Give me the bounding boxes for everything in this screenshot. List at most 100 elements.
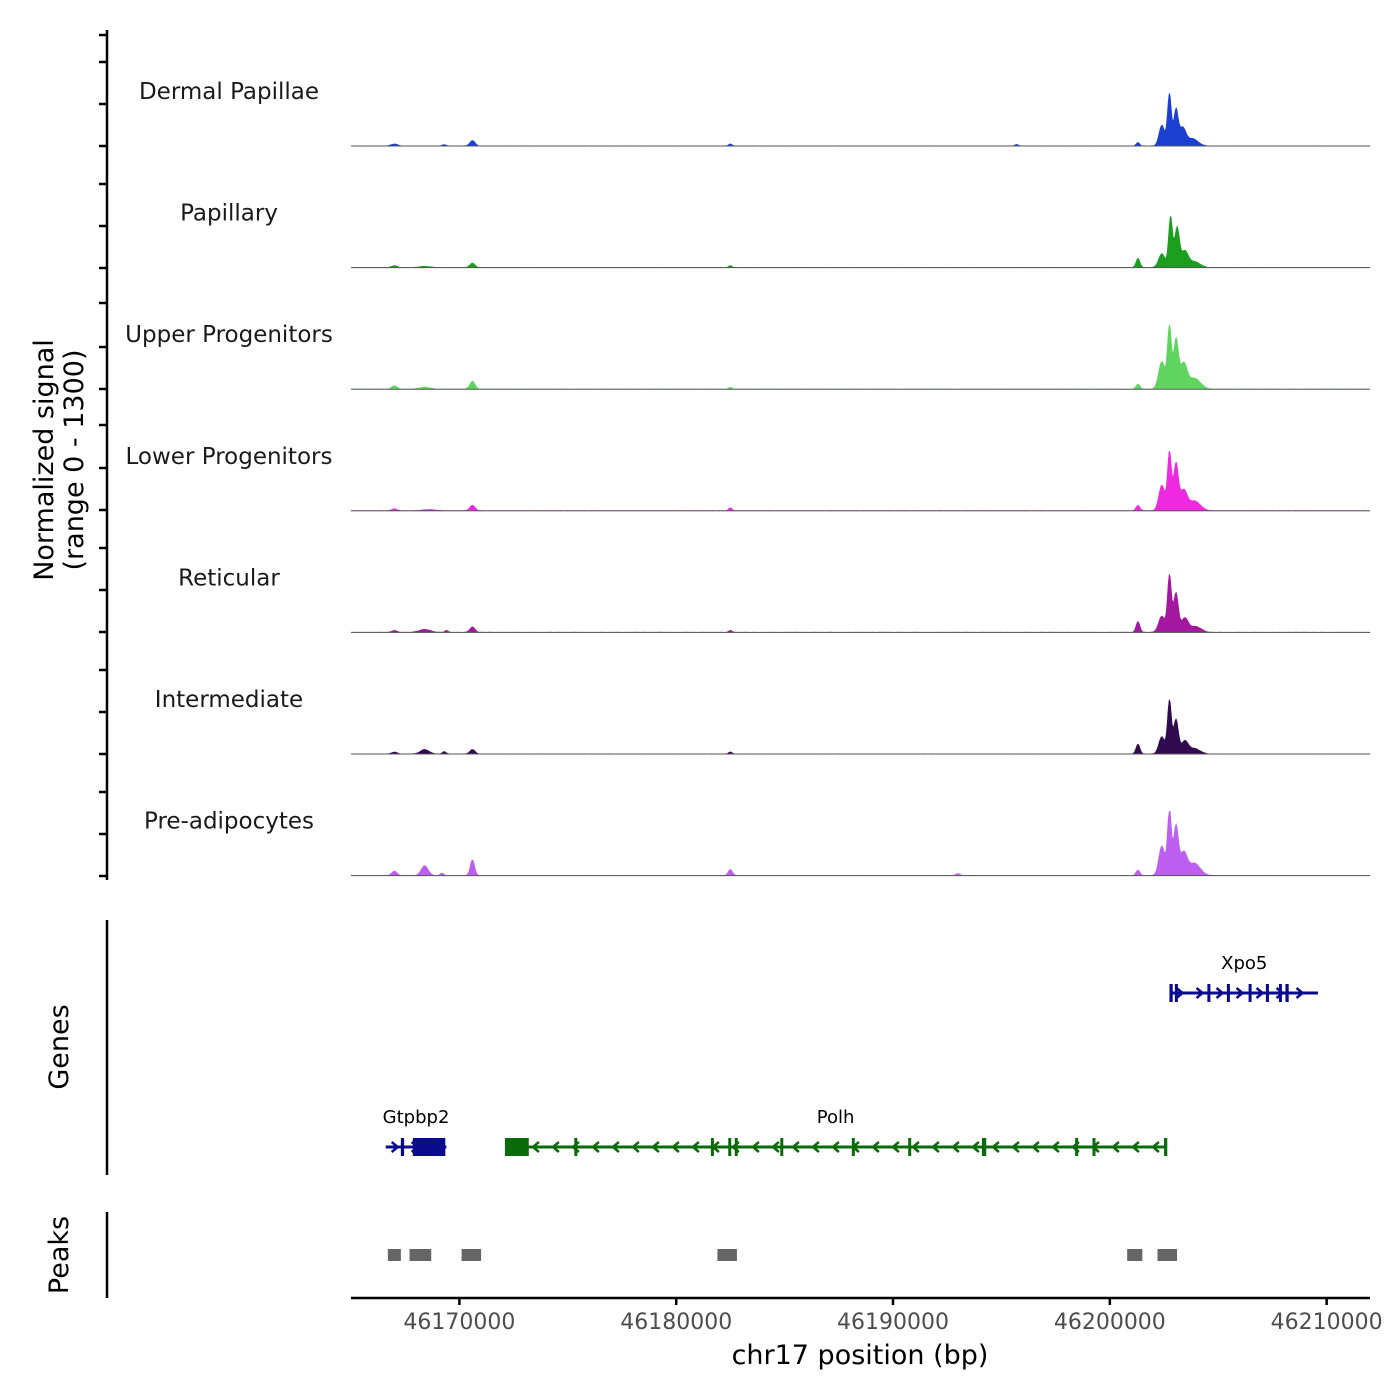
track-label: Pre-adipocytes xyxy=(144,809,314,835)
coverage-area xyxy=(350,450,1371,512)
gene-exon xyxy=(1164,1138,1168,1156)
gene-strand-chevron xyxy=(1195,987,1205,999)
gene-exon xyxy=(574,1138,578,1156)
gene-name-label: Polh xyxy=(817,1107,855,1128)
y-axis-title-group: Normalized signal (range 0 - 1300) xyxy=(29,339,90,581)
peaks-panel-label: Peaks xyxy=(44,1216,75,1294)
gene-strand-chevron xyxy=(610,1141,620,1153)
genes-track: Xpo5 Gtpbp2 Polh xyxy=(383,953,1318,1156)
track-label: Dermal Papillae xyxy=(139,79,319,105)
coverage-y-ticks xyxy=(99,33,107,878)
gene-exon xyxy=(1265,984,1269,1002)
peak-region xyxy=(409,1249,432,1261)
gene-name-label: Gtpbp2 xyxy=(383,1107,450,1128)
peak-region xyxy=(717,1249,737,1261)
gene-exon xyxy=(1174,984,1178,1002)
gene-exon xyxy=(412,1138,446,1156)
gene-strand-chevron xyxy=(1275,987,1285,999)
gene-exon xyxy=(908,1138,912,1156)
gene-strand-chevron xyxy=(1255,987,1265,999)
gene-model: Xpo5 xyxy=(1169,953,1318,1002)
coverage-track: Upper Progenitors xyxy=(125,322,1371,390)
gene-strand-chevron xyxy=(630,1141,640,1153)
gene-strand-chevron xyxy=(990,1141,1000,1153)
peak-region xyxy=(387,1249,401,1261)
track-label: Reticular xyxy=(178,565,280,591)
gene-strand-chevron xyxy=(750,1141,760,1153)
track-label: Papillary xyxy=(180,201,278,227)
gene-exon xyxy=(851,1138,855,1156)
gene-strand-chevron xyxy=(1050,1141,1060,1153)
gene-exon xyxy=(1207,984,1211,1002)
gene-strand-chevron xyxy=(970,1141,980,1153)
gene-exon xyxy=(504,1138,529,1156)
coverage-track: Reticular xyxy=(178,565,1371,633)
track-label: Intermediate xyxy=(155,687,303,713)
coverage-track: Lower Progenitors xyxy=(126,444,1371,512)
gene-strand-chevron xyxy=(870,1141,880,1153)
gene-strand-chevron xyxy=(1295,987,1305,999)
gene-strand-chevron xyxy=(390,1141,400,1153)
gene-exon xyxy=(981,1138,987,1156)
gene-strand-chevron xyxy=(890,1141,900,1153)
gene-strand-chevron xyxy=(550,1141,560,1153)
coverage-area xyxy=(350,699,1371,755)
peaks-track xyxy=(387,1249,1178,1261)
track-label: Upper Progenitors xyxy=(125,322,333,348)
y-axis-title-line2: (range 0 - 1300) xyxy=(59,350,90,571)
x-tick-label: 46180000 xyxy=(620,1310,732,1335)
gene-strand-chevron xyxy=(1110,1141,1120,1153)
gene-strand-chevron xyxy=(790,1141,800,1153)
gene-exon xyxy=(1248,984,1252,1002)
y-axis-title-line1: Normalized signal xyxy=(29,339,60,581)
coverage-area xyxy=(350,811,1371,876)
gene-strand-chevron xyxy=(1215,987,1225,999)
gene-strand-chevron xyxy=(930,1141,940,1153)
gene-strand-chevron xyxy=(1150,1141,1160,1153)
gene-model: Gtpbp2 xyxy=(383,1107,450,1156)
peak-region xyxy=(1127,1249,1143,1261)
gene-exon xyxy=(1285,984,1289,1002)
gene-strand-chevron xyxy=(1010,1141,1020,1153)
gene-strand-chevron xyxy=(530,1141,540,1153)
coverage-area xyxy=(350,93,1371,147)
coverage-area xyxy=(350,574,1371,633)
gene-exon xyxy=(1075,1138,1079,1156)
x-tick-label: 46190000 xyxy=(837,1310,949,1335)
gene-strand-chevron xyxy=(910,1141,920,1153)
gene-strand-chevron xyxy=(770,1141,780,1153)
gene-strand-chevron xyxy=(1235,987,1245,999)
track-label: Lower Progenitors xyxy=(126,444,333,470)
gene-exon xyxy=(728,1138,732,1156)
gene-exon xyxy=(710,1138,714,1156)
gene-exon xyxy=(734,1138,738,1156)
coverage-track: Intermediate xyxy=(155,687,1371,755)
gene-strand-chevron xyxy=(690,1141,700,1153)
gene-strand-chevron xyxy=(590,1141,600,1153)
x-axis-ticks: 46170000 46180000 46190000 46200000 46210000 xyxy=(403,1298,1383,1335)
gene-exon xyxy=(1169,984,1173,1002)
gene-strand-chevron xyxy=(1030,1141,1040,1153)
gene-strand-chevron xyxy=(670,1141,680,1153)
peak-region xyxy=(1157,1249,1178,1261)
gene-strand-chevron xyxy=(650,1141,660,1153)
gene-strand-chevron xyxy=(810,1141,820,1153)
gene-strand-chevron xyxy=(950,1141,960,1153)
gene-strand-chevron xyxy=(1130,1141,1140,1153)
gene-model: Polh xyxy=(504,1107,1168,1156)
gene-strand-chevron xyxy=(830,1141,840,1153)
coverage-area xyxy=(350,324,1371,390)
gene-exon xyxy=(1226,984,1230,1002)
x-axis-title: chr17 position (bp) xyxy=(732,1340,989,1371)
gene-exon xyxy=(1278,984,1282,1002)
coverage-area xyxy=(350,215,1371,268)
coverage-track: Dermal Papillae xyxy=(139,79,1371,147)
peak-region xyxy=(461,1249,482,1261)
coverage-track: Papillary xyxy=(180,201,1371,269)
genes-panel-label: Genes xyxy=(44,1004,75,1089)
x-tick-label: 46210000 xyxy=(1271,1310,1383,1335)
gene-exon xyxy=(1092,1138,1096,1156)
coverage-tracks: Dermal Papillae Papillary Upper Progenitor… xyxy=(125,79,1371,877)
gene-exon xyxy=(400,1138,405,1156)
